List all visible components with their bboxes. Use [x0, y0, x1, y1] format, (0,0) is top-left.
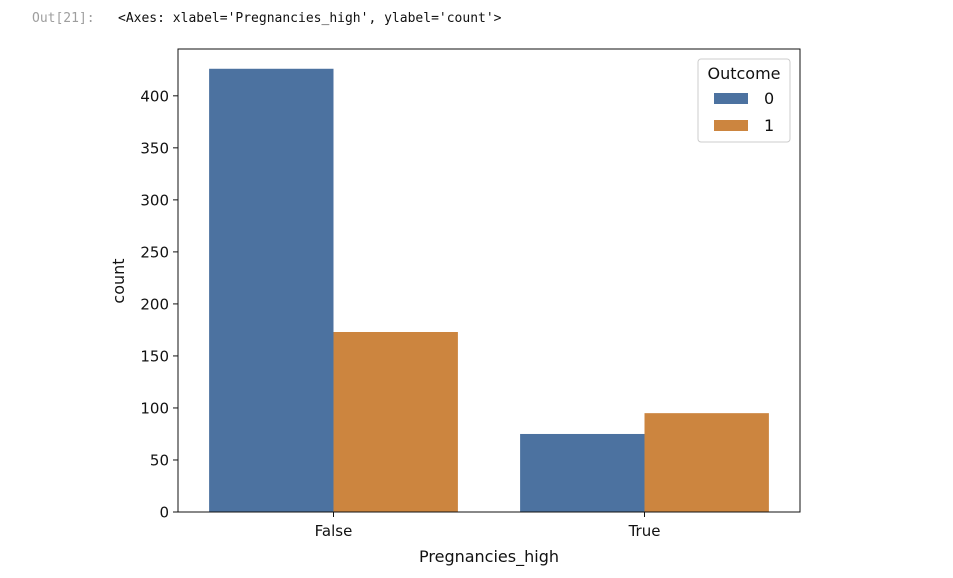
x-axis-label: Pregnancies_high [419, 547, 559, 567]
legend-title: Outcome [707, 64, 780, 83]
axes-layer: 0 50 100 150 200 250 300 350 400 False True [140, 87, 660, 540]
legend: Outcome 0 1 [697, 58, 791, 143]
y-tick-label: 50 [150, 451, 169, 469]
y-tick-label: 250 [140, 243, 169, 261]
bar-false-outcome-1 [333, 332, 458, 512]
y-tick-label: 200 [140, 295, 169, 313]
bar-false-outcome-0 [209, 68, 334, 513]
cell-output-text: <Axes: xlabel='Pregnancies_high', ylabel… [118, 11, 502, 26]
y-tick-label: 100 [140, 399, 169, 417]
plot-frame [177, 48, 801, 513]
legend-swatch-0 [714, 93, 748, 104]
y-tick-label: 350 [140, 139, 169, 157]
output-row: Out[21]: <Axes: xlabel='Pregnancies_high… [0, 8, 953, 30]
cell-prompt: Out[21]: [32, 11, 95, 26]
legend-swatch-1 [714, 120, 748, 131]
y-tick-label: 300 [140, 191, 169, 209]
legend-label-1: 1 [764, 116, 774, 135]
bar-true-outcome-1 [644, 413, 769, 512]
y-tick-label: 150 [140, 347, 169, 365]
legend-label-0: 0 [764, 89, 774, 108]
x-tick-label-true: True [628, 522, 661, 540]
y-axis-label: count [109, 258, 128, 303]
bar-true-outcome-0 [520, 433, 645, 512]
y-tick-label: 400 [140, 87, 169, 105]
y-tick-label: 0 [159, 504, 169, 522]
bars-layer [209, 68, 769, 513]
x-tick-label-false: False [315, 522, 353, 540]
